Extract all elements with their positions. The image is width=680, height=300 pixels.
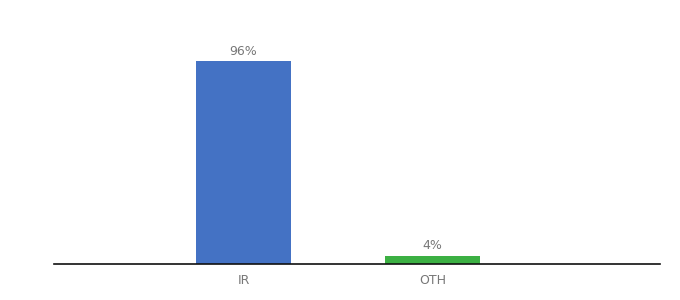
Text: 96%: 96% xyxy=(230,45,258,58)
Bar xyxy=(386,256,480,264)
Bar xyxy=(197,61,291,264)
Text: 4%: 4% xyxy=(423,239,443,252)
